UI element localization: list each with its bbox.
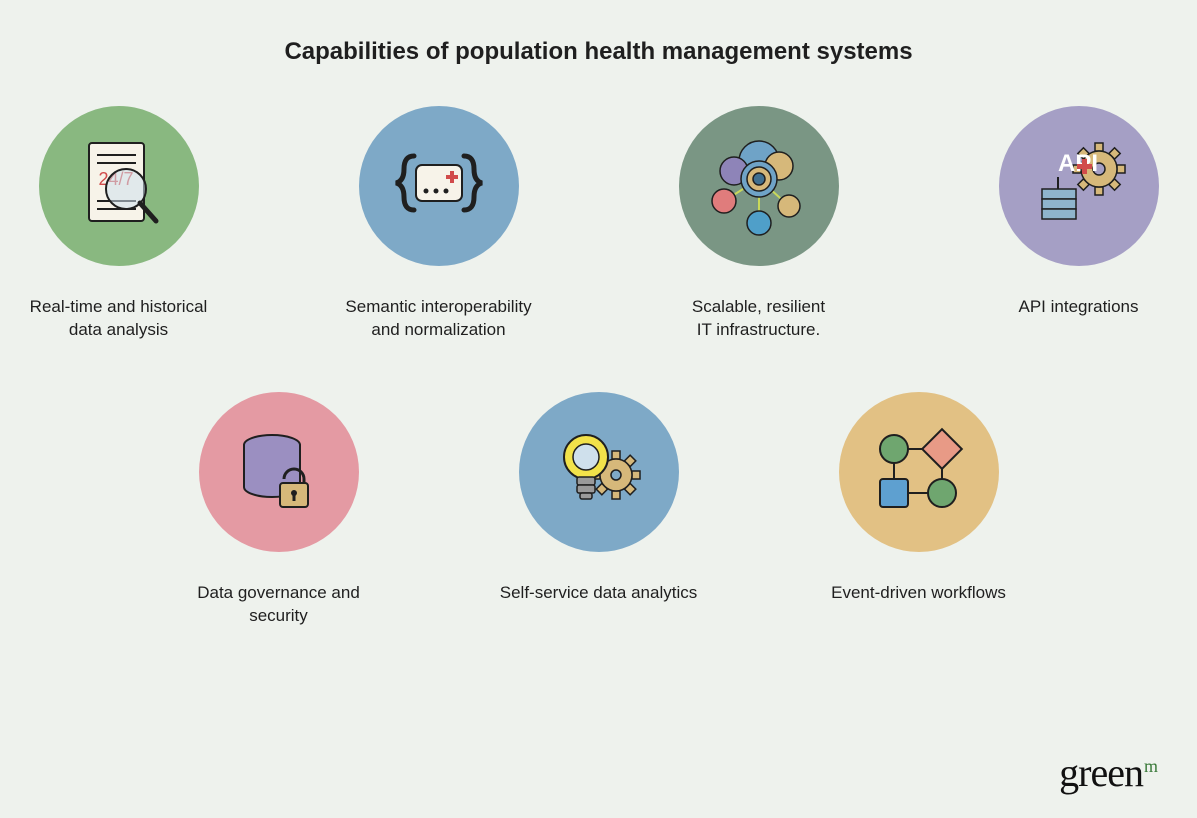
icon-bubble [839, 392, 999, 552]
capability-label: Event-driven workflows [831, 582, 1006, 605]
icon-bubble: 24/7 [39, 106, 199, 266]
capability-item: 24/7 Real-time and historical data analy… [19, 106, 219, 342]
row-2: Data governance and security Self-servic… [0, 392, 1197, 628]
icon-bubble [359, 106, 519, 266]
doc-magnifier-icon: 24/7 [64, 131, 174, 241]
icon-bubble [199, 392, 359, 552]
bulb-gear-icon [544, 417, 654, 527]
capability-label: Scalable, resilient IT infrastructure. [692, 296, 825, 342]
svg-text:API: API [1058, 150, 1098, 177]
icon-bubble [679, 106, 839, 266]
capability-item: Self-service data analytics [499, 392, 699, 628]
db-lock-icon [224, 417, 334, 527]
capability-label: API integrations [1018, 296, 1138, 319]
capability-item: Event-driven workflows [819, 392, 1019, 628]
capability-label: Data governance and security [179, 582, 379, 628]
logo-text: green [1059, 750, 1143, 795]
capability-label: Real-time and historical data analysis [30, 296, 208, 342]
logo-super: m [1144, 756, 1157, 776]
capability-item: Scalable, resilient IT infrastructure. [659, 106, 859, 342]
brand-logo: greenm [1059, 749, 1157, 796]
network-circles-icon [704, 131, 814, 241]
api-gear-icon: API [1024, 131, 1134, 241]
capability-item: Data governance and security [179, 392, 379, 628]
capability-label: Self-service data analytics [500, 582, 697, 605]
row-1: 24/7 Real-time and historical data analy… [0, 106, 1197, 342]
braces-card-icon [384, 131, 494, 241]
capabilities-grid: 24/7 Real-time and historical data analy… [0, 66, 1197, 628]
icon-bubble: API [999, 106, 1159, 266]
capability-item: API API integrations [979, 106, 1179, 342]
icon-bubble [519, 392, 679, 552]
workflow-icon [864, 417, 974, 527]
page-title: Capabilities of population health manage… [0, 0, 1197, 66]
capability-item: Semantic interoperability and normalizat… [339, 106, 539, 342]
capability-label: Semantic interoperability and normalizat… [345, 296, 531, 342]
